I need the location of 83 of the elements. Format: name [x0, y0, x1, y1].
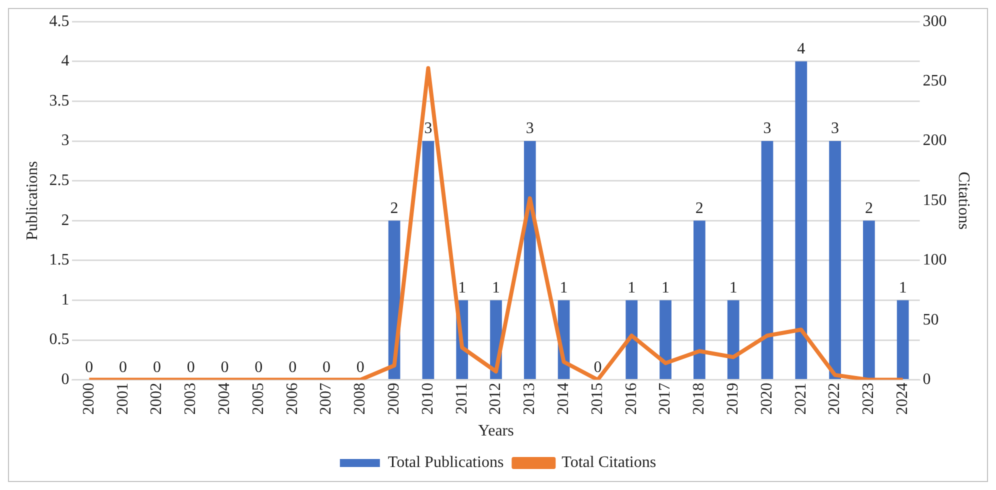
- x-tick-label: 2018: [690, 382, 708, 415]
- y-tick-label: 1: [61, 291, 70, 308]
- y-tick-label: 1.5: [49, 252, 70, 269]
- data-label: 0: [119, 359, 128, 376]
- y2-tick-label: 250: [922, 72, 947, 90]
- data-label: 1: [492, 279, 500, 296]
- x-tick-label: 2006: [284, 382, 301, 415]
- data-label: 3: [831, 120, 840, 138]
- bar: [626, 300, 638, 380]
- x-tick-label: 2012: [487, 382, 504, 415]
- legend-label: Total Publications: [388, 454, 504, 472]
- x-tick-label: 2021: [792, 382, 810, 415]
- x-tick-label: 2011: [453, 382, 470, 414]
- data-label: 0: [254, 359, 263, 376]
- y-tick-label: 0: [61, 371, 70, 388]
- x-tick-label: 2013: [521, 382, 538, 415]
- x-tick-label: 2009: [385, 382, 402, 415]
- data-label: 2: [695, 200, 704, 217]
- y-tick-label: 0.5: [49, 331, 70, 348]
- y-axis-title: Publications: [24, 161, 41, 240]
- data-label: 0: [594, 359, 602, 376]
- x-tick-label: 2020: [758, 382, 776, 415]
- data-label: 3: [763, 120, 772, 138]
- x-tick-label: 2003: [182, 382, 200, 415]
- data-label: 2: [390, 200, 398, 217]
- x-tick-label: 2016: [622, 382, 640, 415]
- y-tick-label: 2.5: [49, 172, 70, 190]
- data-label: 4: [797, 40, 806, 58]
- data-label: 1: [898, 279, 907, 296]
- data-label: 0: [220, 359, 229, 376]
- data-label: 0: [322, 359, 330, 376]
- bar: [761, 141, 774, 380]
- data-label: 1: [560, 279, 568, 296]
- x-tick-label: 2017: [656, 382, 674, 415]
- x-tick-label: 2019: [724, 382, 742, 415]
- x-axis-title: Years: [478, 422, 514, 440]
- y-tick-label: 3: [61, 132, 70, 150]
- bar: [422, 141, 434, 380]
- bar: [524, 141, 536, 380]
- y2-tick-label: 300: [922, 12, 947, 30]
- y-tick-label: 4: [61, 52, 70, 70]
- bar: [693, 220, 706, 380]
- y2-tick-label: 100: [922, 252, 947, 269]
- x-tick-label: 2002: [148, 382, 166, 415]
- bar: [863, 220, 875, 380]
- data-label: 0: [186, 359, 195, 376]
- y-tick-label: 4.5: [49, 12, 70, 30]
- data-label: 1: [628, 279, 636, 296]
- data-label: 1: [458, 279, 466, 296]
- data-label: 0: [356, 359, 364, 376]
- y2-tick-label: 150: [922, 192, 947, 209]
- x-tick-label: 2024: [894, 382, 912, 415]
- bar: [795, 61, 808, 380]
- legend-label: Total Citations: [562, 454, 656, 472]
- data-label: 0: [288, 359, 297, 376]
- x-tick-label: 2007: [318, 382, 335, 415]
- x-tick-label: 2022: [826, 382, 844, 415]
- y-tick-label: 3.5: [49, 92, 70, 110]
- y2-axis-title: Citations: [955, 172, 972, 230]
- x-tick-label: 2010: [419, 382, 436, 415]
- y2-tick-label: 200: [922, 132, 947, 150]
- y-tick-label: 2: [61, 212, 70, 229]
- x-tick-label: 2005: [250, 382, 267, 415]
- x-tick-label: 2014: [555, 382, 572, 415]
- data-label: 0: [85, 359, 94, 376]
- data-label: 1: [662, 279, 670, 296]
- x-tick-label: 2000: [80, 382, 98, 415]
- data-label: 3: [526, 120, 534, 138]
- x-tick-label: 2001: [114, 382, 132, 415]
- data-label: 0: [152, 359, 161, 376]
- data-label: 3: [424, 120, 432, 138]
- y2-tick-label: 50: [922, 311, 939, 328]
- data-label: 2: [864, 200, 873, 217]
- data-label: 1: [729, 279, 738, 296]
- bar: [896, 300, 909, 380]
- x-tick-label: 2015: [588, 382, 606, 415]
- x-tick-label: 2008: [352, 382, 369, 415]
- bar: [660, 300, 672, 380]
- y2-tick-label: 0: [922, 371, 931, 388]
- x-tick-label: 2004: [216, 382, 233, 415]
- bar: [727, 300, 740, 380]
- x-tick-label: 2023: [860, 382, 878, 415]
- bar: [829, 141, 841, 380]
